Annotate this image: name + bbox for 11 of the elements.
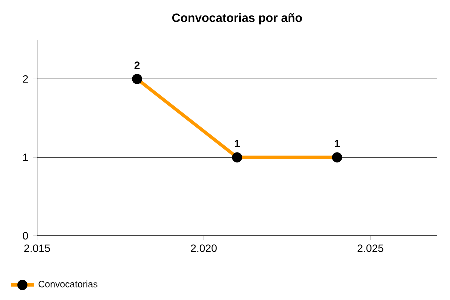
x-tick-label: 2.025 bbox=[358, 244, 384, 252]
y-tick-label: 2 bbox=[23, 75, 28, 83]
data-label: 1 bbox=[335, 140, 340, 148]
data-label: 2 bbox=[134, 62, 140, 70]
chart-title: Convocatorias por año bbox=[172, 13, 302, 25]
y-tick-label: 1 bbox=[24, 154, 28, 162]
legend-label: Convocatorias bbox=[38, 280, 98, 288]
x-tick-label: 2.015 bbox=[24, 244, 50, 252]
x-tick-label: 2.020 bbox=[191, 244, 217, 252]
y-tick-label: 0 bbox=[23, 232, 28, 240]
data-label: 1 bbox=[235, 140, 240, 148]
